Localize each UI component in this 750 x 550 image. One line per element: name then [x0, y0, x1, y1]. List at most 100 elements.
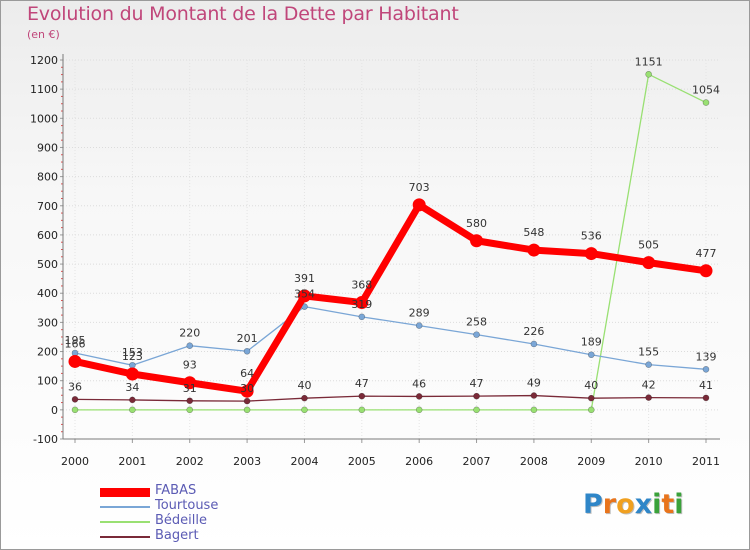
data-point [470, 234, 484, 248]
legend-label: FABAS [155, 483, 197, 498]
data-point [530, 406, 538, 414]
data-point [645, 394, 652, 401]
logo-letter: t [661, 489, 675, 520]
data-point [702, 394, 710, 402]
series-line [74, 305, 707, 370]
legend-swatch [100, 487, 150, 497]
y-tick-label: 1100 [30, 83, 58, 96]
data-point [412, 198, 426, 212]
data-point [587, 351, 595, 359]
data-point [530, 392, 538, 399]
data-point [415, 406, 423, 414]
y-tick-label: 1200 [30, 54, 58, 67]
series-tourtouse [71, 303, 710, 373]
data-label: 220 [179, 327, 200, 340]
x-tick-label: 2011 [692, 455, 720, 468]
legend-label: Bagert [155, 528, 199, 543]
y-tick-label: 400 [37, 287, 58, 300]
x-tick-label: 2002 [176, 455, 204, 468]
data-label: 703 [409, 181, 430, 194]
legend-swatch [100, 536, 150, 538]
y-tick-label: -100 [33, 433, 58, 446]
proxiti-logo: Proxiti [583, 489, 684, 520]
data-label: 548 [523, 226, 544, 239]
logo-letter: x [634, 489, 653, 520]
data-point [587, 394, 595, 402]
data-point [186, 406, 194, 414]
legend-swatch [100, 506, 150, 508]
x-tick-label: 2010 [635, 455, 663, 468]
chart-title: Evolution du Montant de la Dette par Hab… [27, 3, 459, 25]
data-label: 189 [581, 336, 602, 349]
data-label: 258 [466, 316, 487, 329]
legend-label: Tourtouse [155, 498, 219, 513]
data-point [587, 406, 595, 414]
data-label: 201 [237, 332, 258, 345]
y-tick-label: 800 [37, 171, 58, 184]
data-point [355, 296, 369, 310]
x-tick-label: 2003 [233, 455, 261, 468]
data-point [473, 406, 480, 414]
data-point [297, 289, 311, 303]
data-label: 47 [355, 377, 369, 390]
data-point [358, 406, 366, 414]
data-label: 580 [466, 217, 487, 230]
data-label: 477 [696, 247, 717, 260]
data-label: 155 [638, 346, 659, 359]
data-point [186, 397, 194, 405]
y-tick-label: 700 [37, 200, 58, 213]
series-bédeille [71, 70, 710, 414]
data-label: 139 [696, 350, 717, 363]
y-tick-label: 200 [37, 346, 58, 359]
data-point [125, 367, 139, 381]
series-line [74, 73, 707, 411]
data-labels: 166 123 93 64 391 368 703 580 548 536 505 477 195 153… [65, 55, 721, 395]
series-lines [68, 70, 713, 414]
data-label: 36 [68, 380, 82, 393]
data-point [699, 264, 713, 278]
data-point [415, 393, 423, 400]
grid-lines [63, 59, 720, 440]
data-point [702, 99, 710, 106]
logo-letter: r [602, 489, 617, 520]
y-tick-label: 500 [37, 258, 58, 271]
data-point [473, 331, 480, 338]
y-tick-label: 300 [37, 316, 58, 329]
data-point [129, 396, 136, 404]
data-label: 31 [183, 382, 197, 395]
y-tick-label: 100 [37, 375, 58, 388]
data-label: 93 [183, 359, 197, 372]
data-point [415, 322, 423, 329]
data-point [68, 354, 82, 368]
data-point [240, 384, 254, 398]
data-label: 49 [527, 377, 541, 390]
data-label: 391 [294, 272, 315, 285]
legend-label: Bédeille [155, 513, 207, 528]
data-label: 41 [699, 379, 713, 392]
data-point [301, 406, 308, 414]
data-point [358, 313, 366, 321]
x-tick-label: 2004 [290, 455, 318, 468]
data-label: 42 [642, 379, 656, 392]
data-label: 40 [297, 379, 311, 392]
data-point [243, 406, 251, 414]
x-tick-label: 2001 [118, 455, 146, 468]
series-fabas [68, 198, 713, 398]
x-tick-label: 2009 [577, 455, 605, 468]
data-point [129, 361, 136, 369]
series-line [71, 201, 710, 395]
legend-swatch [100, 521, 150, 523]
logo-letter: i [674, 489, 684, 520]
data-point [183, 376, 197, 390]
x-tick-label: 2008 [520, 455, 548, 468]
y-tick-label: 1000 [30, 112, 58, 125]
data-label: 1054 [692, 84, 720, 97]
data-label: 30 [240, 382, 254, 395]
logo-letter: o [616, 489, 635, 520]
data-point [358, 392, 366, 400]
series-line [74, 394, 707, 402]
data-point [530, 340, 538, 348]
data-point [129, 406, 136, 414]
data-point [243, 347, 251, 355]
